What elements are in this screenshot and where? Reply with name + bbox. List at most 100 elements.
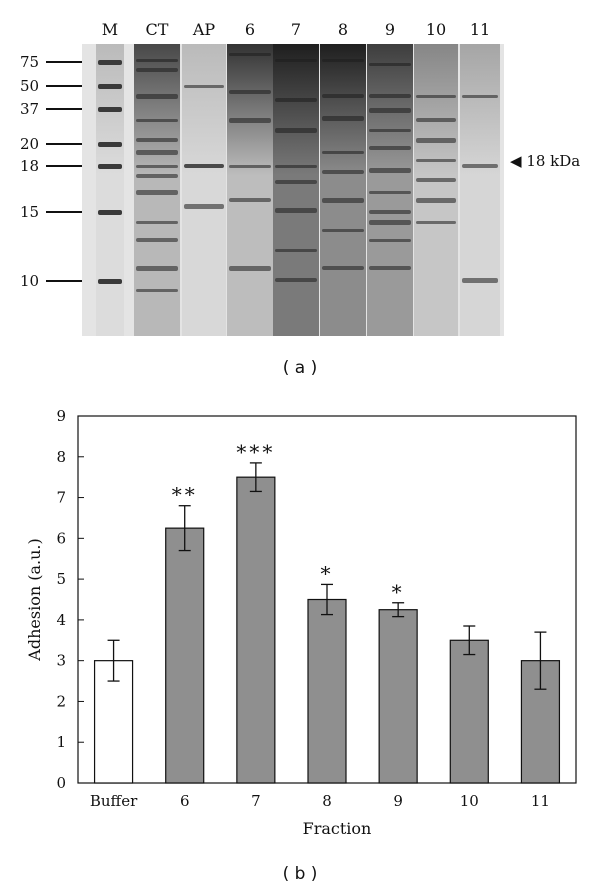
mw-marker-label: 18 <box>20 157 40 175</box>
gel-band <box>369 62 411 66</box>
y-tick-label: 3 <box>56 652 66 670</box>
gel-band <box>98 163 122 169</box>
gel-lane <box>320 44 366 336</box>
gel-lane <box>414 44 458 336</box>
gel-band <box>98 209 122 215</box>
mw-marker-label: 75 <box>20 53 40 71</box>
gel-band <box>98 141 122 147</box>
arrow-left-icon: ◀ <box>510 152 522 170</box>
gel-lane <box>460 44 500 336</box>
y-axis-title: Adhesion (a.u.) <box>25 538 44 661</box>
gel-band <box>369 167 411 173</box>
x-tick-label: 11 <box>531 792 550 810</box>
gel-band <box>416 94 456 98</box>
y-tick-label: 2 <box>56 692 66 710</box>
gel-band <box>98 106 122 112</box>
x-tick-label: 7 <box>251 792 261 810</box>
gel-band <box>275 58 317 62</box>
x-tick-label: 6 <box>180 792 190 810</box>
gel-band <box>462 277 498 283</box>
gel-band <box>322 94 364 98</box>
gel-band <box>136 118 178 122</box>
gel-lane <box>367 44 413 336</box>
gel-band <box>136 68 178 72</box>
gel-band <box>369 219 411 225</box>
gel-band <box>275 248 317 252</box>
gel-lane <box>227 44 273 336</box>
x-tick-label: 8 <box>322 792 332 810</box>
bar <box>449 639 489 784</box>
y-tick-label: 6 <box>56 529 66 547</box>
mw-marker-tick <box>46 143 82 145</box>
x-tick-label: 10 <box>460 792 479 810</box>
gel-band <box>229 117 271 123</box>
panel-b-label: ( b ) <box>282 864 318 884</box>
gel-band <box>369 146 411 150</box>
y-tick-label: 4 <box>56 611 66 629</box>
gel-band <box>416 197 456 203</box>
mw-marker-label: 20 <box>20 135 40 153</box>
gel-band <box>98 59 122 65</box>
y-tick-label: 5 <box>56 570 66 588</box>
gel-band <box>98 83 122 89</box>
gel-band <box>136 288 178 292</box>
gel-band <box>369 210 411 214</box>
gel-band <box>322 58 364 62</box>
lane-label: 6 <box>244 20 256 39</box>
mw-marker-tick <box>46 211 82 213</box>
gel-lane <box>134 44 180 336</box>
bar <box>378 609 418 784</box>
panel-a-label: ( a ) <box>282 358 318 378</box>
lane-label: 8 <box>337 20 349 39</box>
gel-band <box>369 190 411 194</box>
significance-label: *** <box>236 440 275 464</box>
gel-lane <box>96 44 124 336</box>
x-tick-label: 9 <box>393 792 403 810</box>
gel-band <box>136 93 178 99</box>
gel-band <box>416 178 456 182</box>
gel-band <box>184 84 224 88</box>
gel-band <box>275 164 317 168</box>
gel-band <box>275 127 317 133</box>
gel-band <box>98 278 122 284</box>
bar <box>307 598 347 784</box>
gel-band <box>462 94 498 98</box>
gel-band <box>416 220 456 224</box>
gel-panel: M CT AP 6 7 8 9 10 11 75 50 37 20 18 15 10 ◀ 18 kDa <box>0 0 600 350</box>
lane-label: 7 <box>290 20 302 39</box>
gel-band <box>275 278 317 282</box>
gel-band <box>184 164 224 168</box>
lane-label: CT <box>145 20 169 39</box>
y-tick-label: 0 <box>56 774 66 792</box>
gel-band <box>136 174 178 178</box>
y-tick-label: 9 <box>56 407 66 425</box>
mw-marker-tick <box>46 85 82 87</box>
lane-label: 9 <box>384 20 396 39</box>
gel-band <box>369 94 411 98</box>
gel-band <box>369 266 411 270</box>
gel-image <box>82 44 504 336</box>
x-tick-label: Buffer <box>90 792 138 810</box>
y-tick-label: 1 <box>56 733 66 751</box>
gel-band <box>229 198 271 202</box>
mw-marker-label: 37 <box>20 100 40 118</box>
mw-marker-tick <box>46 61 82 63</box>
gel-band <box>136 149 178 155</box>
y-tick-label: 7 <box>56 489 66 507</box>
lane-label: 11 <box>469 20 491 39</box>
y-tick-label: 8 <box>56 448 66 466</box>
gel-band <box>322 115 364 121</box>
adhesion-bar-chart: 0 1 2 3 4 5 6 7 8 9 Buffer ** 6 *** 7 * 8 * 9 10 11 Fraction A… <box>25 407 577 838</box>
mw-marker-label: 10 <box>20 272 40 290</box>
gel-band <box>229 52 271 56</box>
lane-label: 10 <box>425 20 447 39</box>
gel-band <box>275 207 317 213</box>
gel-lane <box>182 44 226 336</box>
lane-label: M <box>101 20 119 39</box>
mw-marker-tick <box>46 165 82 167</box>
gel-band <box>369 238 411 242</box>
gel-band <box>322 170 364 174</box>
mw-marker-tick <box>46 108 82 110</box>
gel-band <box>322 266 364 270</box>
gel-band <box>416 158 456 162</box>
